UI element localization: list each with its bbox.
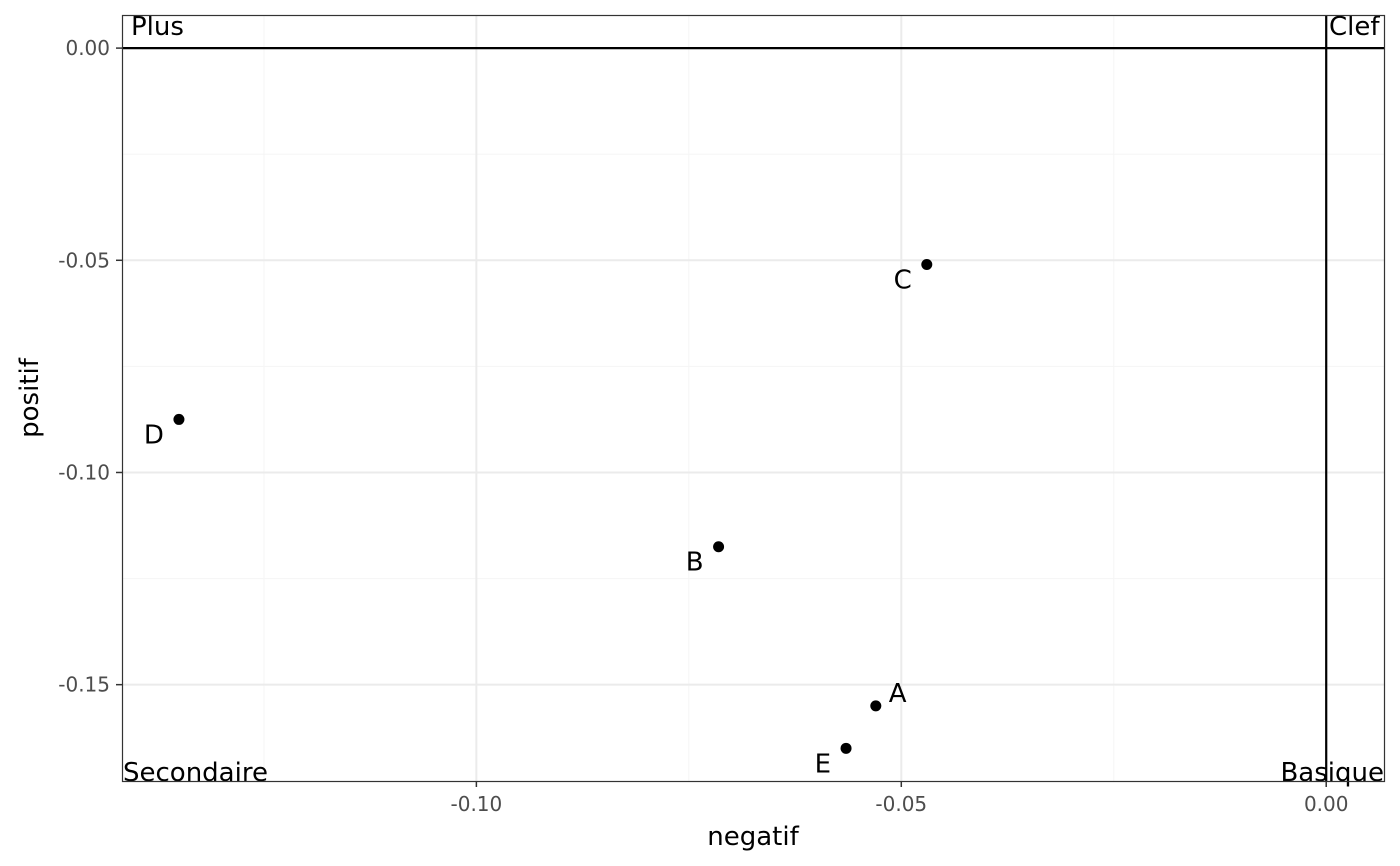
plot-panel-border <box>121 14 1386 783</box>
data-label-D: D <box>144 420 164 450</box>
y-axis: 0.00 -0.05 -0.10 -0.15 <box>58 36 122 697</box>
corner-label-top-left: Plus <box>131 12 184 42</box>
x-tick-label-2: 0.00 <box>1304 792 1349 816</box>
y-tick-label-1: -0.05 <box>58 248 110 272</box>
data-label-B: B <box>686 548 704 578</box>
data-label-A: A <box>889 679 907 709</box>
data-label-E: E <box>815 749 831 779</box>
data-label-C: C <box>894 266 912 296</box>
x-tick-label-0: -0.10 <box>451 792 503 816</box>
quadrant-labels: Plus Clef Secondaire Basique <box>123 12 1384 788</box>
data-points <box>173 259 933 754</box>
y-tick-label-0: 0.00 <box>65 36 110 60</box>
corner-label-top-right: Clef <box>1329 12 1380 42</box>
data-point-E <box>840 742 852 754</box>
data-point-labels: A B C D E <box>144 266 912 780</box>
x-tick-label-1: -0.05 <box>875 792 927 816</box>
x-axis-title: negatif <box>707 822 799 852</box>
y-tick-label-3: -0.15 <box>58 673 110 697</box>
data-point-B <box>713 541 725 553</box>
minor-grid <box>122 15 1384 781</box>
y-axis-title: positif <box>15 357 45 438</box>
corner-label-bottom-left: Secondaire <box>123 758 268 788</box>
data-point-A <box>870 700 882 712</box>
reference-lines <box>122 15 1384 781</box>
x-axis: -0.10 -0.05 0.00 <box>451 781 1349 816</box>
y-tick-label-2: -0.10 <box>58 460 110 484</box>
corner-label-bottom-right: Basique <box>1280 758 1384 788</box>
data-point-C <box>921 259 933 271</box>
data-point-D <box>173 413 185 425</box>
